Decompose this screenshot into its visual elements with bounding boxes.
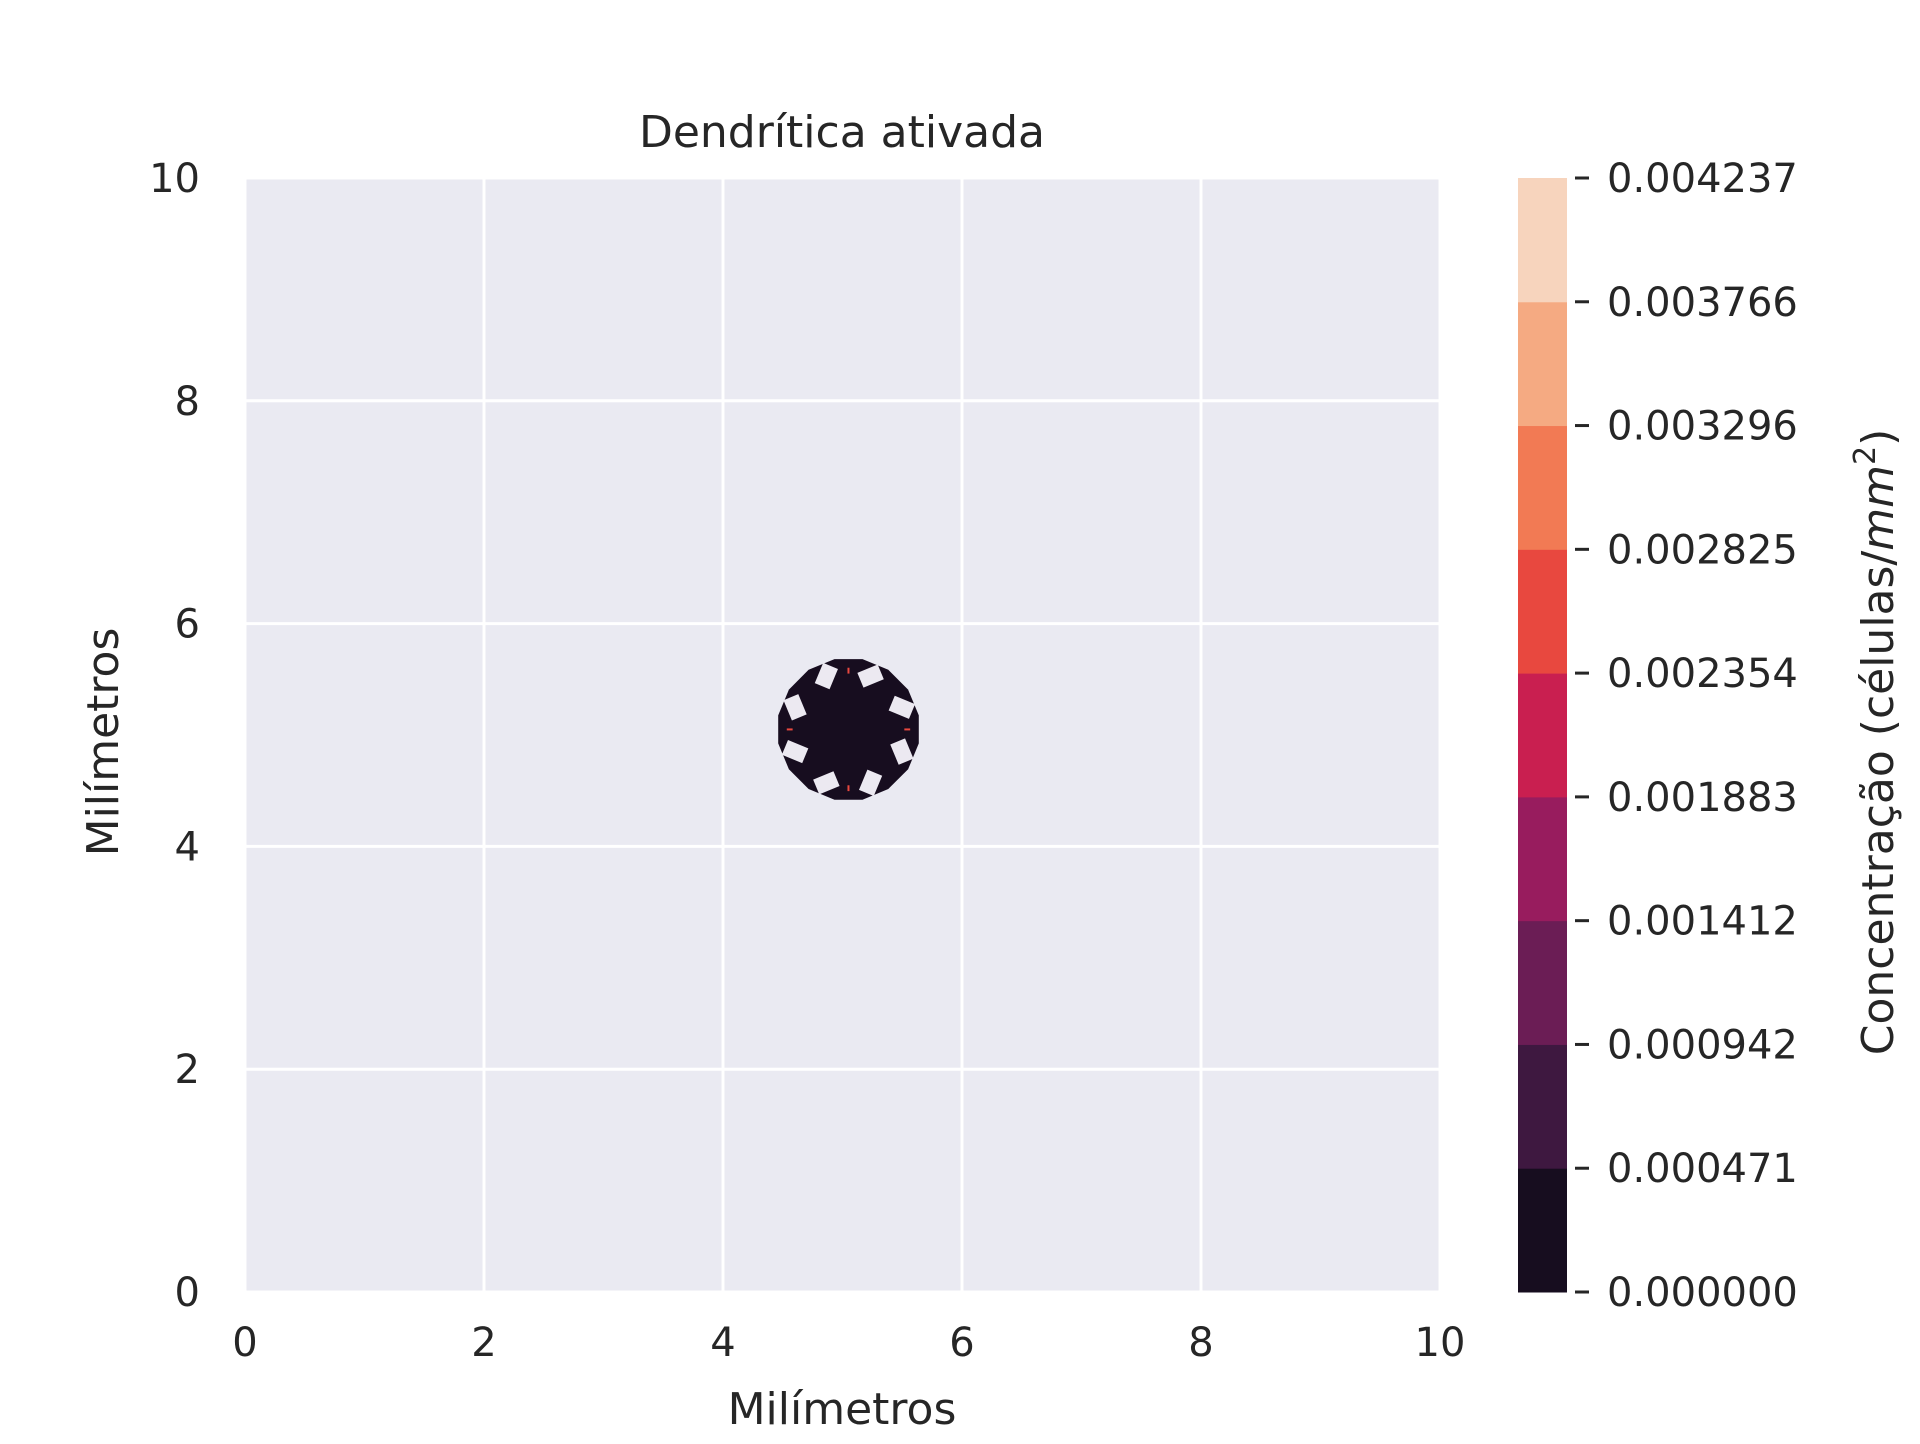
colorbar-bin [1518,796,1567,922]
colorbar-tick-label: 0.003766 [1607,280,1798,326]
colorbar-bin [1518,1168,1567,1293]
colorbar-tick-label: 0.001412 [1607,899,1798,945]
contour-gap [888,695,916,719]
y-tick-label: 8 [175,379,200,425]
colorbar-tick-label: 0.002825 [1607,527,1798,573]
colorbar-tick-label: 0.000942 [1607,1022,1798,1068]
y-axis-label: Milímetros [78,628,129,857]
colorbar-tick-label: 0.000000 [1607,1270,1798,1316]
x-tick-label: 2 [471,1320,496,1366]
contour-feature [778,659,919,800]
colorbar-label-exponent: 2 [1848,446,1883,465]
y-tick-label: 10 [149,156,200,202]
colorbar-label-prefix: Concentração (células/ [1853,551,1904,1056]
colorbar-tick-label: 0.004237 [1607,156,1798,202]
colorbar-bin [1518,920,1567,1045]
colorbar-bin [1518,1044,1567,1169]
contour-gap [781,739,809,764]
colorbar-label-suffix: ) [1853,429,1904,446]
colorbar-bin [1518,178,1567,303]
colorbar-bin [1518,673,1567,798]
contour-gap [858,769,883,797]
contour-region [778,659,919,800]
y-tick-label: 6 [175,602,200,648]
colorbar-tick-label: 0.002354 [1607,651,1798,697]
colorbar-label-unit: mm [1853,465,1904,551]
contour-gap [813,771,840,795]
y-tick-label: 0 [175,1270,200,1316]
contour-gap [890,738,914,765]
x-tick-label: 4 [710,1320,735,1366]
y-tick-label: 4 [175,824,200,870]
colorbar-bin [1518,301,1567,427]
x-tick-label: 8 [1188,1320,1213,1366]
x-tick-label: 6 [949,1320,974,1366]
y-tick-label: 2 [175,1047,200,1093]
axes: 0 2 4 6 8 10 0 2 4 6 8 10 [149,156,1465,1366]
colorbar: 0.000000 0.000471 0.000942 0.001412 0.001883… [1518,156,1798,1316]
colorbar-label: Concentração (células/mm2) [1848,429,1904,1056]
contour-gap [814,662,838,690]
contour-gap [857,664,884,688]
colorbar-tick-label: 0.001883 [1607,775,1798,821]
colorbar-bin [1518,549,1567,674]
x-tick-label: 10 [1415,1320,1466,1366]
contour-gap [783,694,807,721]
plot-area [243,176,1442,1294]
x-axis-label: Milímetros [728,1384,957,1435]
chart-title: Dendrítica ativada [639,107,1045,158]
x-tick-label: 0 [232,1320,257,1366]
colorbar-bin [1518,425,1567,550]
colorbar-tick-label: 0.003296 [1607,404,1798,450]
colorbar-tick-label: 0.000471 [1607,1146,1798,1192]
